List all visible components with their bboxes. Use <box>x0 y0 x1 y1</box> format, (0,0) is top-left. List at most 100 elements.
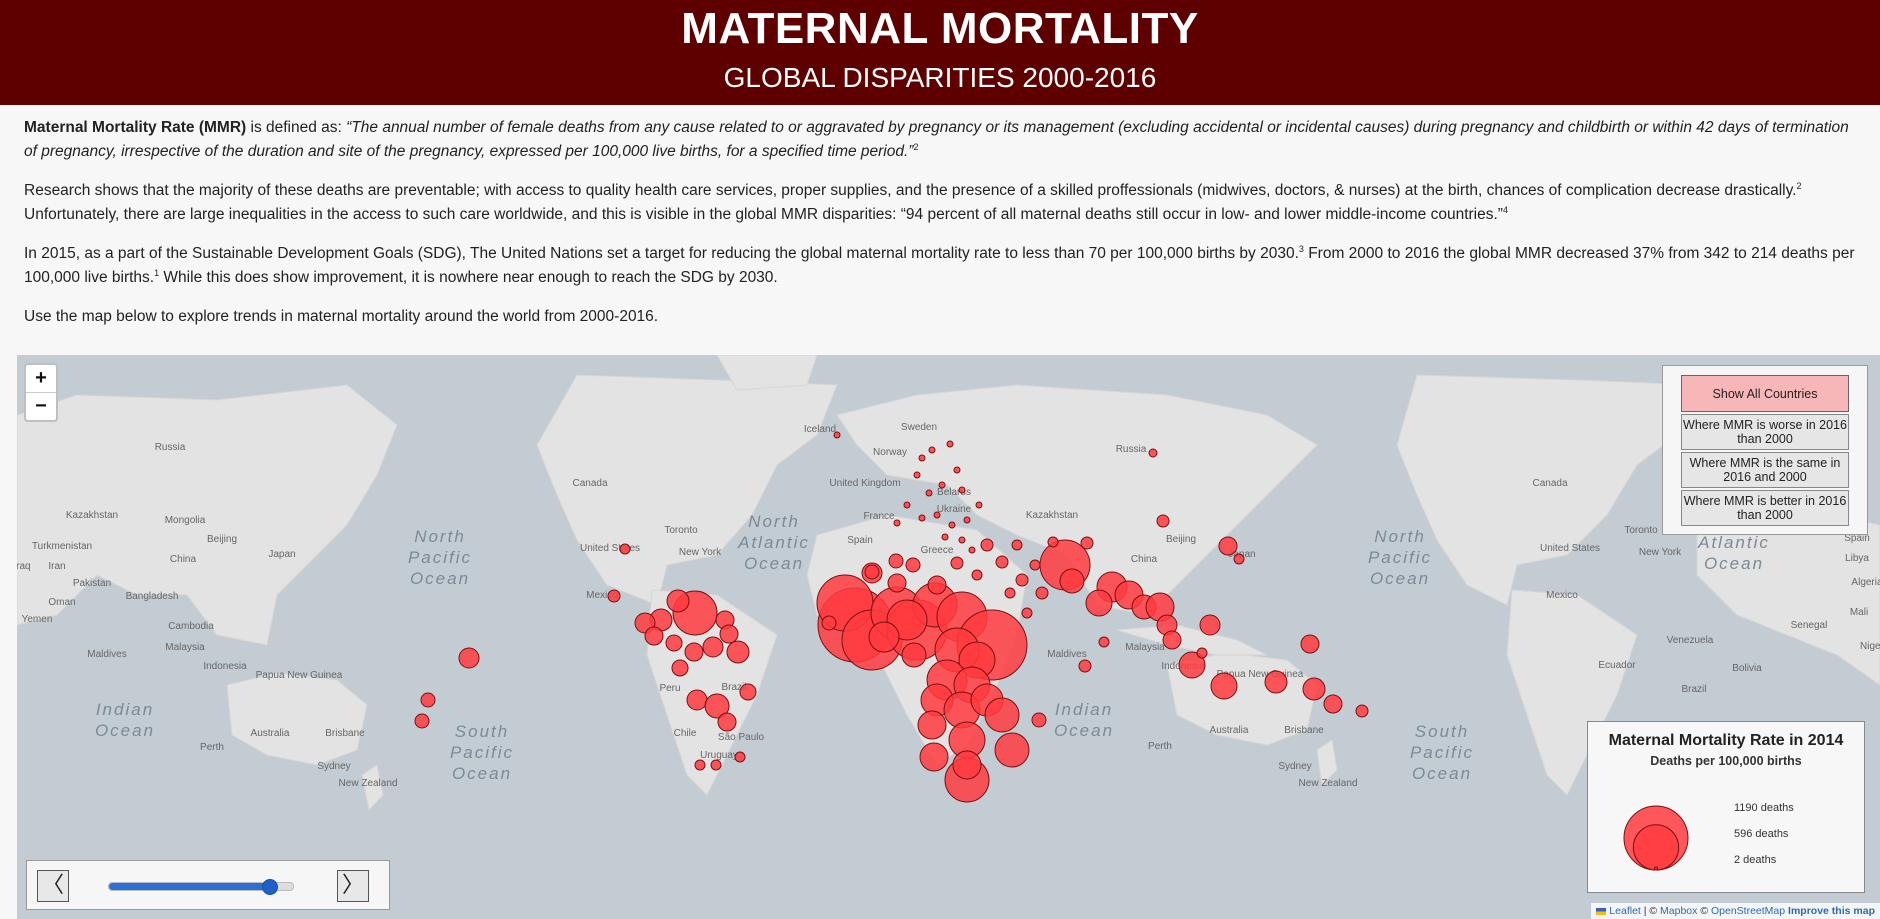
country-bubble[interactable] <box>925 489 933 497</box>
country-bubble[interactable] <box>1148 448 1158 458</box>
country-bubble[interactable] <box>420 692 436 708</box>
country-bubble[interactable] <box>927 575 947 595</box>
country-bubble[interactable] <box>686 689 708 711</box>
country-bubble[interactable] <box>928 446 936 454</box>
country-bubble[interactable] <box>994 732 1030 768</box>
country-bubble[interactable] <box>1031 712 1047 728</box>
country-bubble[interactable] <box>1162 630 1182 650</box>
country-bubble[interactable] <box>821 615 837 631</box>
country-bubble[interactable] <box>1233 553 1245 565</box>
country-bubble[interactable] <box>995 555 1009 569</box>
country-bubble[interactable] <box>1035 586 1049 600</box>
country-bubble[interactable] <box>833 431 841 439</box>
country-bubble[interactable] <box>948 521 956 529</box>
country-bubble[interactable] <box>1029 559 1041 571</box>
country-bubble[interactable] <box>1085 589 1113 617</box>
country-bubble[interactable] <box>968 546 976 554</box>
zoom-out-button[interactable]: − <box>35 395 47 417</box>
country-bubble[interactable] <box>953 466 961 474</box>
country-bubble[interactable] <box>739 683 757 701</box>
country-bubble[interactable] <box>918 514 926 522</box>
country-bubble[interactable] <box>644 626 664 646</box>
mapbox-link[interactable]: Mapbox <box>1660 905 1698 917</box>
country-bubble[interactable] <box>1156 514 1170 528</box>
country-bubble[interactable] <box>918 454 926 462</box>
country-bubble[interactable] <box>1080 536 1094 550</box>
year-slider-thumb[interactable] <box>262 879 278 895</box>
country-bubble[interactable] <box>666 589 690 613</box>
country-bubble[interactable] <box>958 536 966 544</box>
country-bubble[interactable] <box>1218 536 1238 556</box>
country-bubble[interactable] <box>671 659 689 677</box>
zoom-control: + − <box>24 363 58 422</box>
country-bubble[interactable] <box>1011 539 1023 551</box>
country-bubble[interactable] <box>913 471 921 479</box>
country-bubble[interactable] <box>917 710 947 740</box>
mmr-same-filter-button[interactable]: Where MMR is the same in 2016 and 2000 <box>1681 452 1849 488</box>
country-bubble[interactable] <box>694 759 706 771</box>
zoom-in-button[interactable]: + <box>26 365 56 393</box>
country-bubble[interactable] <box>903 501 911 509</box>
country-bubble[interactable] <box>919 742 949 772</box>
country-bubble[interactable] <box>958 486 966 494</box>
country-bubble[interactable] <box>414 713 430 729</box>
country-bubble[interactable] <box>1264 670 1288 694</box>
year-slider[interactable] <box>108 879 294 895</box>
country-bubble[interactable] <box>704 693 730 719</box>
country-bubble[interactable] <box>941 533 949 541</box>
country-bubble[interactable] <box>1059 568 1085 594</box>
country-bubble[interactable] <box>665 634 683 652</box>
country-bubble[interactable] <box>1199 614 1221 636</box>
show-all-countries-button[interactable]: Show All Countries <box>1681 375 1849 412</box>
country-bubble[interactable] <box>1302 677 1326 701</box>
country-bubble[interactable] <box>719 624 739 644</box>
country-bubble[interactable] <box>1098 636 1110 648</box>
country-bubble[interactable] <box>619 543 631 555</box>
country-bubble[interactable] <box>901 642 927 668</box>
country-bubble[interactable] <box>717 712 737 732</box>
country-bubble[interactable] <box>952 750 982 780</box>
country-bubble[interactable] <box>1210 672 1238 700</box>
country-bubble[interactable] <box>963 516 971 524</box>
country-bubble[interactable] <box>1004 587 1016 599</box>
country-bubble[interactable] <box>1323 694 1343 714</box>
country-bubble[interactable] <box>684 642 704 662</box>
country-bubble[interactable] <box>864 564 880 580</box>
country-bubble[interactable] <box>868 621 900 653</box>
country-bubble[interactable] <box>1300 634 1320 654</box>
country-bubble[interactable] <box>905 557 921 573</box>
previous-year-button[interactable]: 〈 <box>37 870 69 902</box>
country-bubble[interactable] <box>734 751 746 763</box>
country-bubble[interactable] <box>726 640 750 664</box>
country-bubble[interactable] <box>1178 651 1206 679</box>
openstreetmap-link[interactable]: OpenStreetMap <box>1710 905 1786 917</box>
country-bubble[interactable] <box>702 636 724 658</box>
mmr-better-filter-button[interactable]: Where MMR is better in 2016 than 2000 <box>1681 490 1849 526</box>
country-bubble[interactable] <box>1015 573 1029 587</box>
mmr-worse-filter-button[interactable]: Where MMR is worse in 2016 than 2000 <box>1681 414 1849 450</box>
country-bubble[interactable] <box>887 573 907 593</box>
next-year-button[interactable]: 〉 <box>337 870 369 902</box>
country-bubble[interactable] <box>938 481 946 489</box>
world-map[interactable]: North Pacific Ocean North Atlantic Ocean Ind… <box>17 355 1880 919</box>
country-bubble[interactable] <box>893 519 901 527</box>
country-bubble[interactable] <box>1196 647 1208 659</box>
country-bubble[interactable] <box>980 538 994 552</box>
country-bubble[interactable] <box>1355 704 1369 718</box>
country-bubble[interactable] <box>984 697 1020 733</box>
country-bubble[interactable] <box>458 647 480 669</box>
country-bubble[interactable] <box>888 553 904 569</box>
country-bubble[interactable] <box>1021 607 1033 619</box>
map-canvas[interactable]: North Pacific Ocean North Atlantic Ocean Ind… <box>17 355 1880 919</box>
country-bubble[interactable] <box>975 501 983 509</box>
leaflet-link[interactable]: Leaflet <box>1609 905 1641 917</box>
country-bubble[interactable] <box>971 569 983 581</box>
country-bubble[interactable] <box>946 440 954 448</box>
country-bubble[interactable] <box>1078 659 1092 673</box>
improve-map-link[interactable]: Improve this map <box>1788 905 1875 917</box>
country-bubble[interactable] <box>607 589 621 603</box>
country-bubble[interactable] <box>1047 536 1059 548</box>
country-bubble[interactable] <box>933 511 941 519</box>
country-bubble[interactable] <box>950 556 964 570</box>
country-bubble[interactable] <box>710 759 722 771</box>
